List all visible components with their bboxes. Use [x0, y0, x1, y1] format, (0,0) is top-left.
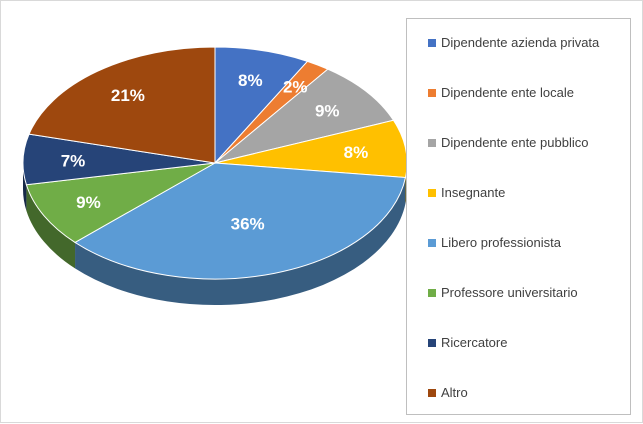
pie-slice-insegnante: [214, 119, 406, 179]
legend-item-dipendente-ente-locale: Dipendente ente locale: [428, 85, 574, 101]
pie-side-libero-professionista: [75, 177, 406, 305]
data-label-ricercatore: 7%: [61, 151, 86, 170]
pie-side-insegnante: [405, 174, 406, 204]
data-label-dipendente-ente-locale: 2%: [283, 78, 308, 97]
pie-slice-dipendente-ente-pubblico: [214, 68, 395, 164]
pie-chart: 8% 2% 9% 8% 36% 9% 7% 21%: [22, 46, 406, 305]
legend-item-ricercatore: Ricercatore: [428, 335, 507, 351]
legend-label: Ricercatore: [441, 335, 508, 350]
legend-label: Insegnante: [441, 185, 506, 200]
legend-swatch: [428, 189, 436, 197]
legend-label: Libero professionista: [441, 235, 561, 250]
legend-label: Professore universitario: [441, 285, 578, 300]
legend-label: Dipendente ente pubblico: [441, 135, 589, 150]
data-label-dipendente-ente-pubblico: 9%: [315, 101, 340, 120]
legend-swatch: [428, 89, 436, 97]
legend-item-libero-professionista: Libero professionista: [428, 235, 561, 251]
legend-swatch: [428, 39, 436, 47]
data-label-professore-universitario: 9%: [76, 193, 101, 212]
pie-slice-libero-professionista: [74, 162, 406, 280]
data-label-insegnante: 8%: [344, 143, 369, 162]
legend-item-dipendente-azienda-privata: Dipendente azienda privata: [428, 35, 599, 51]
legend: Dipendente azienda privata Dipendente ent…: [406, 18, 631, 415]
pie-slice-dipendente-azienda-privata: [214, 46, 309, 165]
legend-item-insegnante: Insegnante: [428, 185, 505, 201]
data-label-dipendente-azienda-privata: 8%: [238, 71, 263, 90]
pie-slice-professore-universitario: [25, 162, 216, 243]
legend-swatch: [428, 289, 436, 297]
legend-swatch: [428, 239, 436, 247]
pie-slices: [22, 46, 406, 280]
data-labels: 8% 2% 9% 8% 36% 9% 7% 21%: [61, 71, 369, 234]
legend-item-professore-universitario: Professore universitario: [428, 285, 578, 301]
legend-item-altro: Altro: [428, 385, 468, 401]
legend-swatch: [428, 139, 436, 147]
legend-label: Dipendente ente locale: [441, 85, 574, 100]
data-label-altro: 21%: [111, 86, 145, 105]
data-label-libero-professionista: 36%: [231, 215, 265, 234]
pie-slice-altro: [28, 46, 216, 164]
legend-label: Altro: [441, 385, 468, 400]
legend-item-dipendente-ente-pubblico: Dipendente ente pubblico: [428, 135, 588, 151]
legend-label: Dipendente azienda privata: [441, 35, 600, 50]
pie-side-professore-universitario: [26, 184, 76, 269]
legend-swatch: [428, 389, 436, 397]
legend-swatch: [428, 339, 436, 347]
